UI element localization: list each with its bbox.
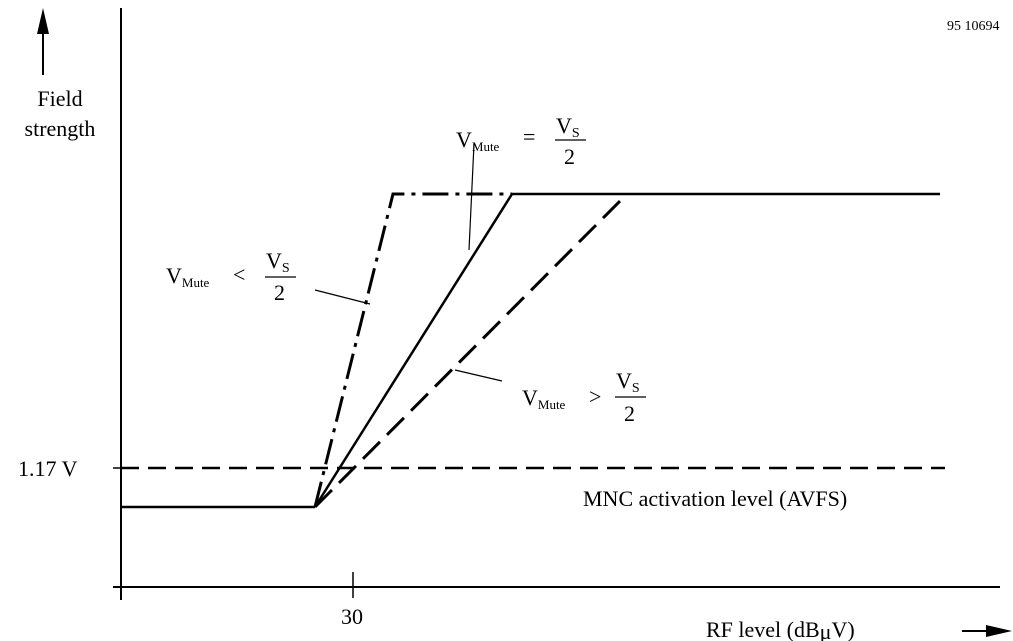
leader-greater [454, 369, 503, 382]
y-axis-label-line1: Field [37, 86, 82, 111]
formula-greater-op: > [589, 384, 601, 409]
formula-equal-den: 2 [564, 144, 575, 169]
activation-level-label: MNC activation level (AVFS) [583, 486, 847, 511]
y-tick-label: 1.17 V [18, 456, 78, 481]
formula-greater-den: 2 [624, 401, 635, 426]
formula-equal-v: V [456, 127, 472, 152]
x-axis-arrow-head [986, 625, 1012, 637]
formula-equal-op: = [523, 124, 535, 149]
curve-vmute-equal [313, 192, 940, 508]
formula-greater-num-v: V [616, 368, 632, 393]
formula-less-den: 2 [274, 280, 285, 305]
y-axis-arrow-head [37, 8, 49, 34]
x-tick-label: 30 [341, 604, 363, 629]
svg-text:VS: VS [616, 368, 640, 396]
formula-equal-num-sub: S [572, 126, 580, 141]
formula-greater-num-sub: S [632, 381, 640, 396]
x-axis-label-suffix: V) [831, 617, 854, 641]
leader-less [314, 289, 371, 305]
curve-vmute-greater [313, 192, 629, 509]
formula-less-sub: Mute [182, 275, 210, 290]
leader-equal [468, 143, 475, 251]
curve-vmute-less [313, 192, 512, 508]
svg-text:VMute: VMute [456, 127, 500, 154]
svg-text:VS: VS [266, 248, 290, 276]
formula-greater-sub: Mute [538, 397, 566, 412]
formula-less-num-sub: S [282, 261, 290, 276]
formula-equal-sub: Mute [472, 139, 500, 154]
x-axis-label: RF level (dBμV) [706, 617, 855, 641]
formula-greater: VMute > VS 2 [522, 368, 646, 426]
svg-text:VS: VS [556, 113, 580, 141]
formula-equal: VMute = VS 2 [456, 113, 586, 169]
formula-less-op: < [233, 262, 245, 287]
y-axis-label-line2: strength [25, 116, 96, 141]
x-axis-label-mu: μ [820, 619, 832, 641]
formula-greater-v: V [522, 385, 538, 410]
svg-text:VMute: VMute [522, 385, 566, 412]
formula-equal-num-v: V [556, 113, 572, 138]
formula-less: VMute < VS 2 [166, 248, 296, 305]
svg-text:VMute: VMute [166, 263, 210, 290]
formula-less-num-v: V [266, 248, 282, 273]
x-axis-label-prefix: RF level (dB [706, 617, 820, 641]
figure-id: 95 10694 [947, 19, 1000, 34]
formula-less-v: V [166, 263, 182, 288]
